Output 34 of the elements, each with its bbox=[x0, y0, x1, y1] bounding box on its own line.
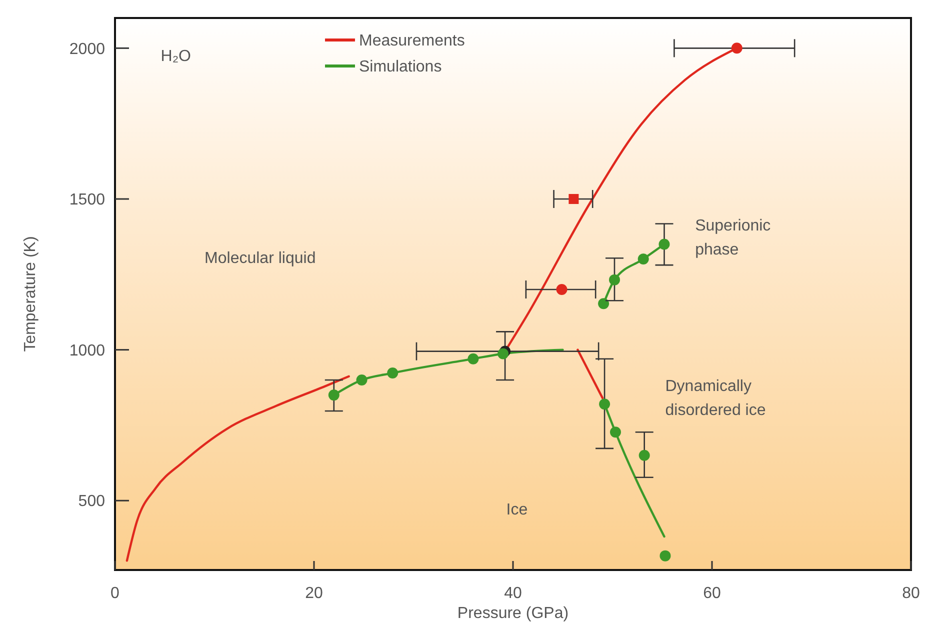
point bbox=[468, 353, 479, 364]
point bbox=[599, 398, 610, 410]
point bbox=[731, 42, 742, 54]
point bbox=[556, 284, 568, 295]
annotation: Superionic phase bbox=[695, 218, 771, 259]
point bbox=[638, 254, 649, 265]
x-tick-label: 80 bbox=[902, 585, 920, 602]
y-tick-label: 1500 bbox=[69, 192, 106, 209]
point bbox=[660, 550, 671, 562]
annotation: Dynamically disordered ice bbox=[665, 378, 766, 420]
annotation: H₂O bbox=[160, 48, 191, 65]
point bbox=[328, 390, 340, 401]
y-tick-label: 500 bbox=[78, 493, 106, 510]
x-tick-label: 40 bbox=[504, 585, 522, 602]
point bbox=[387, 368, 398, 379]
x-tick-label: 0 bbox=[110, 585, 120, 602]
y-axis-title: Temperature (K) bbox=[22, 236, 39, 352]
point bbox=[638, 450, 650, 461]
x-axis-title: Pressure (GPa) bbox=[457, 605, 569, 622]
annotation: Molecular liquid bbox=[204, 250, 316, 267]
x-tick-label: 20 bbox=[305, 585, 323, 602]
x-tick-label: 60 bbox=[703, 585, 721, 602]
point bbox=[598, 298, 610, 310]
point bbox=[658, 238, 670, 250]
point bbox=[610, 426, 621, 438]
point bbox=[356, 374, 368, 386]
point bbox=[608, 274, 620, 286]
legend-label: Simulations bbox=[359, 58, 442, 76]
point bbox=[568, 194, 579, 204]
y-tick-label: 1000 bbox=[69, 342, 106, 360]
y-tick-label: 2000 bbox=[69, 40, 106, 58]
annotation: Ice bbox=[506, 502, 528, 518]
point bbox=[498, 348, 509, 360]
legend-label: Measurements bbox=[359, 32, 465, 50]
